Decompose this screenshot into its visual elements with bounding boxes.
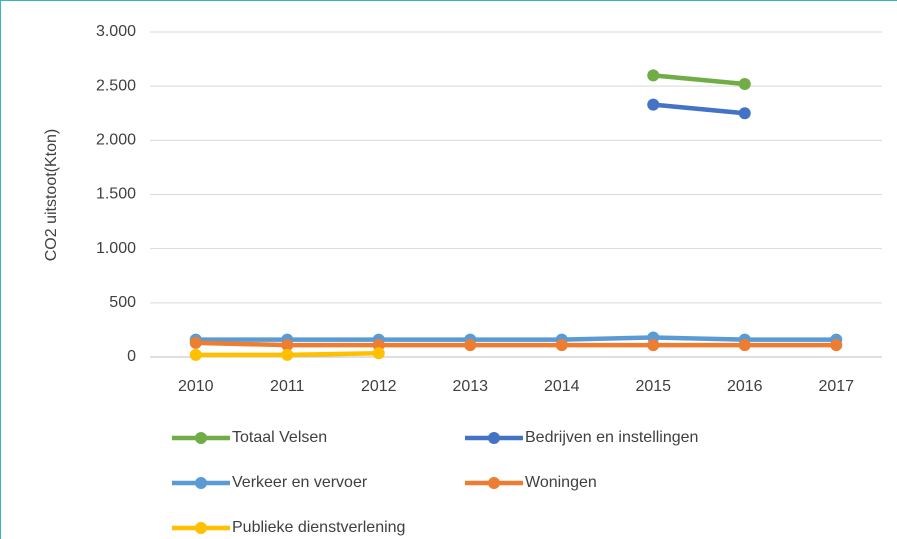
y-tick-label: 500 — [109, 294, 136, 311]
series-marker — [189, 348, 202, 361]
x-tick-label: 2015 — [635, 378, 671, 395]
legend-marker — [195, 522, 207, 534]
y-tick-label: 0 — [127, 348, 136, 365]
legend-marker — [195, 432, 207, 444]
x-tick-label: 2017 — [818, 378, 854, 395]
series-marker — [647, 98, 660, 111]
series-marker — [281, 339, 294, 352]
y-tick-label: 2.000 — [96, 132, 136, 149]
x-tick-label: 2011 — [270, 378, 305, 395]
legend-label: Publieke dienstverlening — [232, 519, 405, 536]
legend-marker — [488, 477, 500, 489]
series-marker — [738, 107, 751, 120]
series-marker — [647, 69, 660, 82]
y-tick-label: 3.000 — [96, 23, 136, 40]
series-line — [653, 73, 745, 87]
legend-marker — [195, 477, 207, 489]
x-tick-label: 2016 — [727, 378, 763, 395]
series-marker — [647, 339, 660, 352]
series-line — [195, 335, 837, 342]
y-tick-label: 1.500 — [96, 186, 136, 203]
y-tick-label: 2.500 — [96, 77, 136, 94]
series-line — [195, 340, 837, 348]
series-marker — [830, 339, 843, 352]
series-marker — [738, 339, 751, 352]
series-marker — [189, 336, 202, 349]
x-tick-label: 2014 — [544, 378, 580, 395]
series-marker — [555, 339, 568, 352]
series-marker — [281, 348, 294, 361]
x-tick-label: 2010 — [178, 378, 214, 395]
legend-label: Verkeer en vervoer — [232, 474, 368, 491]
series-marker — [738, 78, 751, 90]
legend-marker — [488, 432, 500, 444]
legend-label: Totaal Velsen — [232, 429, 327, 446]
x-tick-label: 2012 — [361, 378, 397, 395]
series-marker — [372, 347, 385, 360]
y-axis-label: CO2 uitstoot(Kton) — [43, 129, 60, 262]
series-line — [653, 102, 745, 116]
legend-label: Woningen — [525, 474, 597, 491]
series-marker — [464, 339, 477, 352]
legend-label: Bedrijven en instellingen — [525, 429, 698, 446]
y-tick-label: 1.000 — [96, 240, 136, 257]
x-tick-label: 2013 — [452, 378, 488, 395]
